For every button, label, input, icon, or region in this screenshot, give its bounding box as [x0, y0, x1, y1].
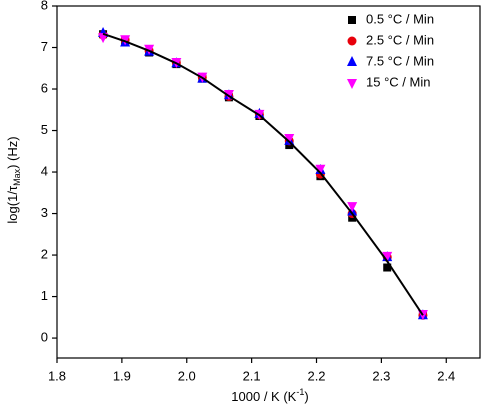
y-tick-label: 1	[41, 288, 48, 303]
data-point	[347, 202, 358, 213]
legend-label: 7.5 °C / Min	[366, 53, 434, 68]
x-tick-label: 1.8	[48, 368, 66, 383]
y-tick-label: 6	[41, 80, 48, 95]
y-tick-label: 4	[41, 163, 48, 178]
x-tick-label: 2.4	[437, 368, 455, 383]
y-title-sub: Max	[12, 168, 22, 186]
x-tick-label: 2.0	[178, 368, 196, 383]
x-axis-title: 1000 / K (K-1)	[231, 387, 308, 404]
y-tick-label: 5	[41, 122, 48, 137]
y-tick-label: 3	[41, 205, 48, 220]
legend-label: 15 °C / Min	[366, 74, 430, 89]
data-point	[315, 164, 326, 175]
x-tick-label: 2.2	[307, 368, 325, 383]
y-axis-title: log(1/τMax) (Hz)	[5, 136, 22, 223]
y-title-end: ) (Hz)	[5, 136, 20, 169]
legend-marker	[348, 16, 356, 24]
fit-line	[102, 32, 424, 316]
data-point	[120, 35, 131, 46]
y-tick-label: 2	[41, 246, 48, 261]
data-point	[382, 251, 393, 262]
x-title-sup: -1	[296, 387, 304, 397]
x-tick-label: 2.1	[243, 368, 261, 383]
legend-marker	[347, 36, 357, 46]
y-tick-label: 8	[41, 0, 48, 12]
legend-marker	[347, 79, 357, 89]
y-tick-label: 0	[41, 330, 48, 345]
legend-label: 0.5 °C / Min	[366, 11, 434, 26]
data-point	[284, 134, 295, 144]
x-tick-label: 2.3	[372, 368, 390, 383]
x-tick-label: 1.9	[113, 368, 131, 383]
x-title-end: )	[304, 389, 308, 404]
data-point	[383, 263, 392, 272]
plot-frame	[56, 5, 481, 359]
x-title-main: 1000 / K (K	[231, 389, 296, 404]
legend-label: 2.5 °C / Min	[366, 32, 434, 47]
y-tick-label: 7	[41, 39, 48, 54]
legend-marker	[347, 56, 357, 66]
y-title-main: log(1/τ	[5, 185, 20, 224]
